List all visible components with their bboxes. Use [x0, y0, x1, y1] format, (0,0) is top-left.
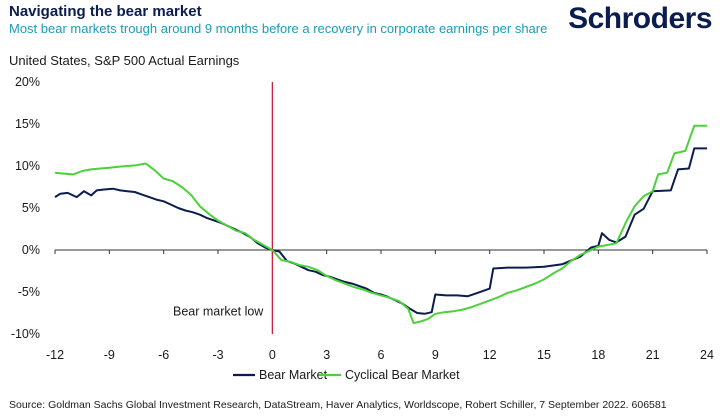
x-tick-label: 21 [646, 348, 660, 362]
x-tick-label: 3 [323, 348, 330, 362]
y-tick-label: 0% [22, 243, 40, 257]
x-tick-label: -3 [212, 348, 223, 362]
x-tick-label: 6 [378, 348, 385, 362]
y-tick-label: 5% [22, 201, 40, 215]
x-tick-label: 0 [269, 348, 276, 362]
chart-subtitle: Most bear markets trough around 9 months… [9, 21, 548, 36]
x-tick-label: 12 [483, 348, 497, 362]
x-tick-label: 18 [591, 348, 605, 362]
x-tick-label: -12 [46, 348, 64, 362]
x-tick-label: 9 [432, 348, 439, 362]
x-tick-label: -6 [158, 348, 169, 362]
y-tick-label: -10% [11, 327, 40, 341]
schroders-logo: Schroders [568, 2, 712, 35]
y-tick-label: 15% [15, 117, 40, 131]
y-tick-label: -5% [18, 285, 40, 299]
chart-title-heading: Navigating the bear market [9, 3, 202, 20]
y-tick-label: 20% [15, 75, 40, 89]
y-tick-label: 10% [15, 159, 40, 173]
x-tick-label: -9 [104, 348, 115, 362]
bear-market-series-line [54, 147, 707, 315]
bear-market-low-label: Bear market low [173, 305, 264, 319]
chart-series-title: United States, S&P 500 Actual Earnings [9, 53, 240, 68]
x-tick-label: 24 [700, 348, 714, 362]
legend-cyclical-bear-market-label: Cyclical Bear Market [345, 368, 460, 382]
legend-bear-market-label: Bear Market [259, 368, 328, 382]
cyclical-bear-market-series-line [54, 124, 707, 325]
source-note: Source: Goldman Sachs Global Investment … [9, 399, 667, 411]
x-tick-label: 15 [537, 348, 551, 362]
